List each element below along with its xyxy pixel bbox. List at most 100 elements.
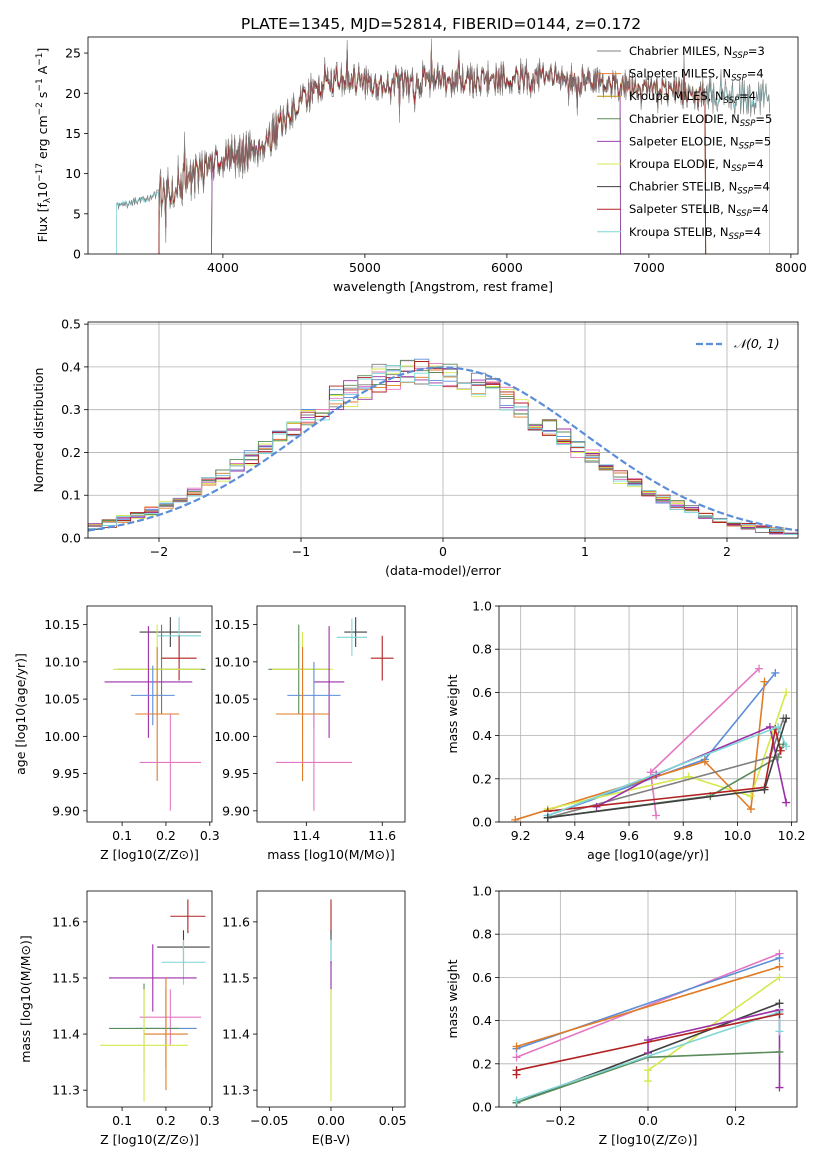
y-tick-label: 11.3	[52, 1083, 80, 1098]
y-axis-label: age [log10(age/yr)]	[13, 653, 28, 775]
y-tick-label: 9.95	[52, 766, 80, 781]
x-tick-label: 9.6	[619, 828, 639, 843]
legend-entry: Salpeter ELODIE, NSSP=5	[629, 134, 771, 151]
x-axis-label: Z [log10(Z/Z⊙)]	[100, 847, 199, 862]
y-tick-label: 10.00	[214, 729, 250, 744]
y-tick-label: 0.4	[61, 359, 81, 374]
x-tick-label: 9.2	[511, 828, 531, 843]
x-tick-label: 0.2	[726, 1113, 746, 1128]
x-tick-label: 5000	[349, 260, 381, 275]
marker	[771, 668, 780, 677]
errorbar-point	[161, 635, 197, 681]
axes-frame	[498, 890, 798, 1108]
legend-entry: Chabrier MILES, NSSP=3	[629, 44, 765, 61]
y-tick-label: 10	[65, 166, 81, 181]
y-tick-label: 10.00	[44, 729, 80, 744]
y-tick-label: 1.0	[472, 884, 492, 899]
residuals-histogram-panel: −2 −1 0 1 2 0.0 0.1 0.2 0.3 0.4 0.5 (data-model)/er…	[31, 317, 799, 578]
y-tick-label: 0.8	[472, 927, 492, 942]
errorbar-point	[161, 939, 206, 985]
axes-frame	[86, 605, 213, 823]
y-tick-label: 9.90	[52, 803, 80, 818]
marker	[760, 677, 769, 686]
marker	[512, 1053, 521, 1062]
x-axis-label: E(B-V)	[312, 1132, 351, 1147]
marker	[512, 1096, 521, 1105]
marker	[700, 757, 709, 766]
marker	[646, 768, 655, 777]
legend-entry: Kroupa MILES, NSSP=4	[629, 89, 756, 106]
y-axis-label: Flux [fλ10−17 erg cm−2 s−1 A−1]	[35, 48, 53, 243]
y-tick-label: 15	[65, 126, 81, 141]
marker	[512, 1042, 521, 1051]
errorbar-point	[108, 944, 197, 1012]
legend-entry: Salpeter MILES, NSSP=4	[629, 67, 764, 84]
y-tick-label: 0.0	[472, 1100, 492, 1115]
errorbar-point	[370, 635, 394, 681]
x-tick-label: 9.4	[565, 828, 585, 843]
y-tick-label: 0.0	[61, 531, 81, 546]
x-tick-label: 0.00	[317, 1113, 345, 1128]
mass-weight-series	[543, 688, 791, 814]
mass-weight-series	[543, 722, 791, 820]
marker	[775, 1047, 784, 1056]
marker	[746, 792, 755, 801]
marker	[775, 1010, 784, 1019]
marker	[782, 798, 791, 807]
x-tick-label: 0.3	[200, 1113, 220, 1128]
x-axis-label: mass [log10(M/M⊙)]	[267, 847, 395, 862]
legend-entry: Chabrier STELIB, NSSP=4	[629, 180, 770, 197]
mass-weight-vs-age-panel: 9.2 9.4 9.6 9.8 10.0 10.2 0.0 0.2 0.4 0.6 0.8 1.0 ag…	[445, 599, 806, 863]
errorbar-point	[336, 618, 368, 656]
legend-entry: 𝒩(0, 1)	[734, 336, 780, 351]
x-tick-label: 0.3	[200, 828, 220, 843]
errorbar-point	[130, 665, 175, 726]
marker	[511, 815, 520, 822]
y-tick-label: 0.2	[472, 1056, 492, 1071]
x-tick-label: 0.2	[156, 828, 176, 843]
x-axis-label: wavelength [Angstrom, rest frame]	[333, 279, 553, 294]
y-tick-label: 11.6	[52, 914, 80, 929]
x-tick-label: 9.8	[673, 828, 693, 843]
x-tick-label: 0.1	[112, 1113, 132, 1128]
plot-area	[268, 617, 394, 811]
errorbar-point	[100, 989, 188, 1102]
y-tick-label: 11.5	[52, 970, 80, 985]
y-tick-label: 10.05	[214, 692, 250, 707]
y-tick-label: 9.90	[222, 803, 250, 818]
gaussian-curve	[88, 366, 798, 532]
x-tick-label: −0.05	[250, 1113, 288, 1128]
errorbar-point	[344, 617, 368, 647]
y-tick-label: 25	[65, 46, 81, 61]
errorbar-point	[139, 617, 202, 647]
x-tick-label: −1	[292, 544, 310, 559]
marker	[782, 742, 791, 751]
y-tick-label: 0.4	[472, 1013, 492, 1028]
marker	[774, 722, 783, 731]
x-tick-label: 4000	[207, 260, 239, 275]
errorbar-point	[104, 626, 193, 738]
y-tick-label: 10.05	[44, 692, 80, 707]
y-tick-label: 1.0	[472, 599, 492, 614]
y-axis-label: mass [log10(M/M⊙)]	[18, 935, 33, 1063]
errorbar-point	[313, 626, 345, 738]
y-tick-label: 11.4	[222, 1027, 250, 1042]
x-tick-label: 0.2	[156, 1113, 176, 1128]
plot-area	[511, 664, 791, 822]
plot-area	[116, 38, 770, 254]
y-tick-label: 0.5	[61, 317, 81, 332]
x-axis-label: Z [log10(Z/Z⊙)]	[100, 1132, 199, 1147]
x-tick-label: 2	[723, 544, 731, 559]
errorbar-point	[139, 714, 202, 811]
y-tick-label: 0.3	[61, 402, 81, 417]
marker	[782, 688, 791, 697]
spectrum-series-line	[116, 38, 770, 243]
marker	[644, 1077, 652, 1086]
x-tick-label: 10.2	[778, 828, 806, 843]
errorbar-point	[170, 899, 206, 934]
marker	[746, 805, 755, 814]
marker	[543, 813, 552, 822]
y-tick-label: 11.6	[222, 914, 250, 929]
legend-entry: Chabrier ELODIE, NSSP=5	[629, 112, 772, 129]
